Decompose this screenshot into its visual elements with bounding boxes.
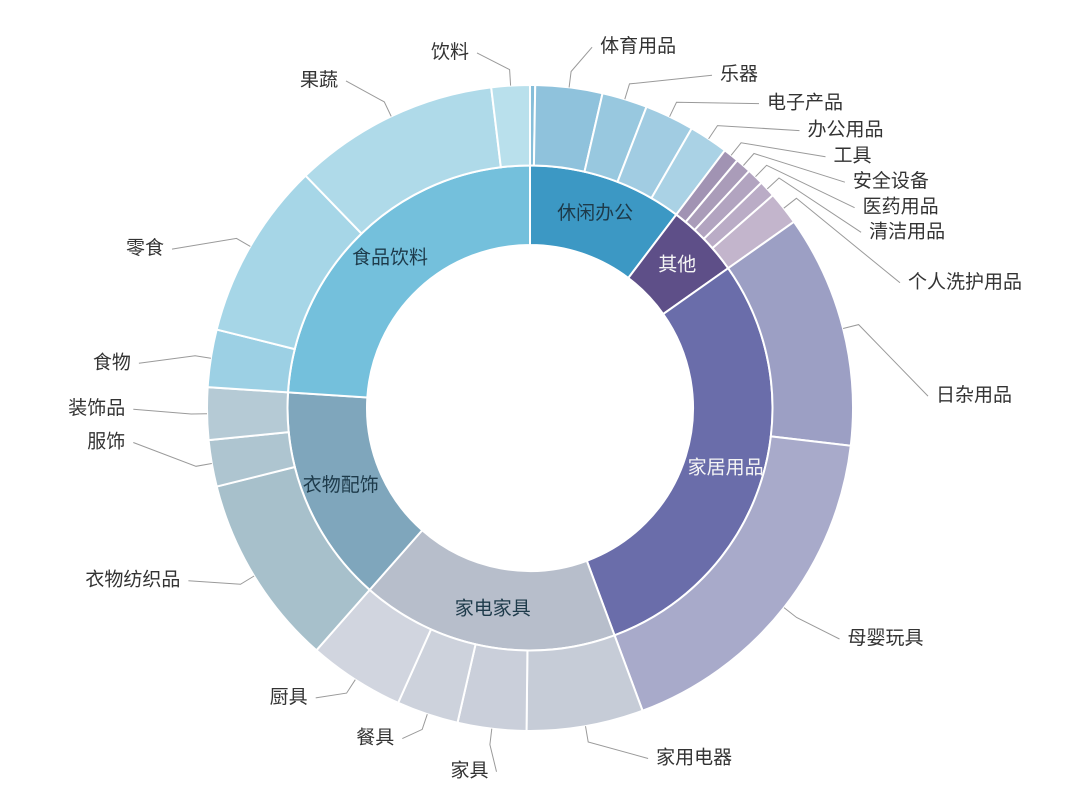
svg-text:果蔬: 果蔬	[300, 69, 338, 91]
svg-text:乐器: 乐器	[720, 63, 758, 85]
svg-text:衣物纺织品: 衣物纺织品	[85, 569, 180, 591]
svg-text:食品饮料: 食品饮料	[352, 247, 428, 269]
svg-text:休闲办公: 休闲办公	[557, 202, 633, 224]
svg-text:食物: 食物	[93, 351, 131, 373]
svg-text:日杂用品: 日杂用品	[936, 384, 1012, 406]
svg-text:其他: 其他	[658, 254, 696, 276]
svg-text:装饰品: 装饰品	[68, 397, 125, 419]
svg-text:电子产品: 电子产品	[767, 92, 843, 114]
svg-text:服饰: 服饰	[87, 431, 125, 453]
svg-text:衣物配饰: 衣物配饰	[303, 474, 379, 496]
svg-text:厨具: 厨具	[270, 687, 308, 708]
svg-text:家居用品: 家居用品	[688, 457, 764, 479]
svg-text:体育用品: 体育用品	[600, 35, 676, 57]
svg-text:办公用品: 办公用品	[808, 119, 884, 141]
svg-text:清洁用品: 清洁用品	[869, 220, 945, 242]
svg-text:家具: 家具	[450, 760, 488, 782]
svg-text:家电家具: 家电家具	[455, 597, 531, 619]
svg-text:家用电器: 家用电器	[656, 747, 732, 769]
svg-text:母婴玩具: 母婴玩具	[848, 627, 924, 649]
svg-text:零食: 零食	[126, 237, 164, 259]
svg-text:餐具: 餐具	[356, 727, 394, 749]
svg-text:工具: 工具	[834, 146, 872, 167]
svg-text:个人洗护用品: 个人洗护用品	[908, 271, 1022, 293]
svg-text:饮料: 饮料	[431, 41, 469, 63]
svg-text:安全设备: 安全设备	[853, 170, 929, 192]
svg-text:医药用品: 医药用品	[863, 196, 939, 218]
